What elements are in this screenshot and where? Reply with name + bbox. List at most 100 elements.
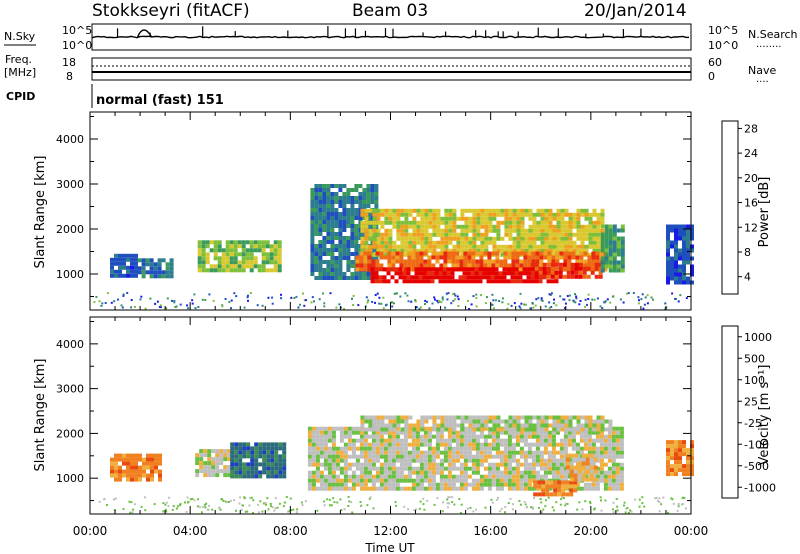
velocity-cell (535, 442, 540, 447)
power-noise-dot (671, 292, 674, 295)
velocity-noise-dot (682, 497, 685, 500)
power-cell (225, 248, 230, 253)
velocity-cell (487, 446, 492, 451)
velocity-cell (599, 458, 604, 463)
power-noise-dot (374, 294, 377, 296)
power-noise-dot (562, 298, 565, 301)
power-cell (580, 240, 585, 245)
velocity-noise-dot (218, 506, 221, 509)
velocity-noise-dot (555, 501, 558, 504)
velocity-cell (599, 446, 604, 451)
velocity-noise-dot (578, 501, 581, 504)
power-cell (458, 279, 463, 284)
velocity-region (110, 453, 162, 482)
velocity-cell (427, 446, 432, 451)
power-cell (391, 255, 396, 260)
velocity-cell (311, 478, 316, 483)
power-cell (686, 248, 690, 253)
velocity-cell (557, 492, 562, 497)
velocity-cell (591, 486, 596, 491)
velocity-cell (551, 450, 556, 455)
power-cell (398, 275, 403, 280)
velocity-cell (524, 415, 529, 420)
power-cell (504, 212, 509, 217)
velocity-cell (499, 458, 504, 463)
power-cell (416, 236, 421, 241)
velocity-cell (307, 438, 312, 443)
velocity-cell (415, 438, 420, 443)
velocity-cell (447, 470, 452, 475)
velocity-cell (195, 469, 200, 474)
velocity-cell (360, 419, 365, 424)
velocity-cell (355, 478, 360, 483)
power-cell (612, 264, 617, 269)
power-cell (427, 259, 432, 264)
power-cell (536, 228, 541, 233)
power-cell (358, 204, 363, 208)
nave-tick-bottom: 0 (708, 70, 715, 83)
velocity-noise-dot (509, 497, 512, 500)
velocity-noise-dot (561, 496, 564, 499)
velocity-cell (347, 438, 352, 443)
velocity-cell (427, 478, 432, 483)
freq-tick-bottom: 8 (66, 70, 73, 83)
power-cell (444, 220, 449, 225)
velocity-cell (539, 430, 544, 435)
velocity-cell (195, 457, 200, 462)
velocity-cell (423, 470, 428, 475)
power-cell (540, 228, 545, 233)
power-cell (379, 263, 384, 268)
velocity-cell (371, 486, 376, 491)
power-cell (492, 208, 497, 213)
power-cell (532, 220, 537, 225)
velocity-cell (311, 426, 316, 431)
power-cell (277, 268, 282, 273)
power-cell (460, 244, 465, 249)
velocity-cell (569, 484, 574, 489)
power-cell (415, 263, 420, 268)
power-cell (338, 268, 343, 272)
velocity-cell (415, 430, 420, 435)
power-cell (249, 248, 254, 253)
velocity-noise-dot (323, 500, 326, 503)
power-cell (374, 200, 379, 204)
power-cell (400, 240, 405, 245)
power-noise-dot (622, 301, 625, 304)
velocity-cell (483, 458, 488, 463)
velocity-cell (315, 438, 320, 443)
power-cell (372, 244, 377, 249)
velocity-cell (122, 453, 126, 458)
velocity-cell (463, 454, 468, 459)
power-cell (520, 244, 525, 249)
velocity-cell (472, 423, 477, 428)
velocity-cell (399, 486, 404, 491)
power-cell (229, 248, 234, 253)
power-cell (346, 240, 351, 244)
power-noise-dot (267, 296, 270, 299)
power-cell (512, 248, 517, 253)
power-cell (456, 216, 461, 221)
power-noise-dot (280, 293, 282, 296)
power-cell (358, 192, 363, 196)
power-cell (506, 267, 511, 272)
velocity-cell (307, 434, 312, 439)
power-noise-dot (644, 296, 647, 299)
power-cell (374, 271, 379, 276)
power-cell (520, 212, 525, 217)
velocity-cell (315, 466, 320, 471)
velocity-cell (611, 478, 616, 483)
velocity-noise-dot (332, 497, 335, 500)
power-noise-dot (535, 298, 538, 301)
velocity-cell (576, 419, 581, 424)
power-cell (314, 248, 319, 252)
velocity-cell (207, 473, 212, 478)
power-cell (269, 268, 274, 273)
velocity-cell (219, 453, 224, 458)
power-cell (245, 252, 250, 257)
power-cell (432, 240, 437, 245)
velocity-cell (436, 423, 441, 428)
velocity-cell (576, 423, 581, 428)
power-cell (678, 276, 682, 281)
velocity-cell (608, 427, 613, 432)
velocity-cell (146, 477, 150, 482)
